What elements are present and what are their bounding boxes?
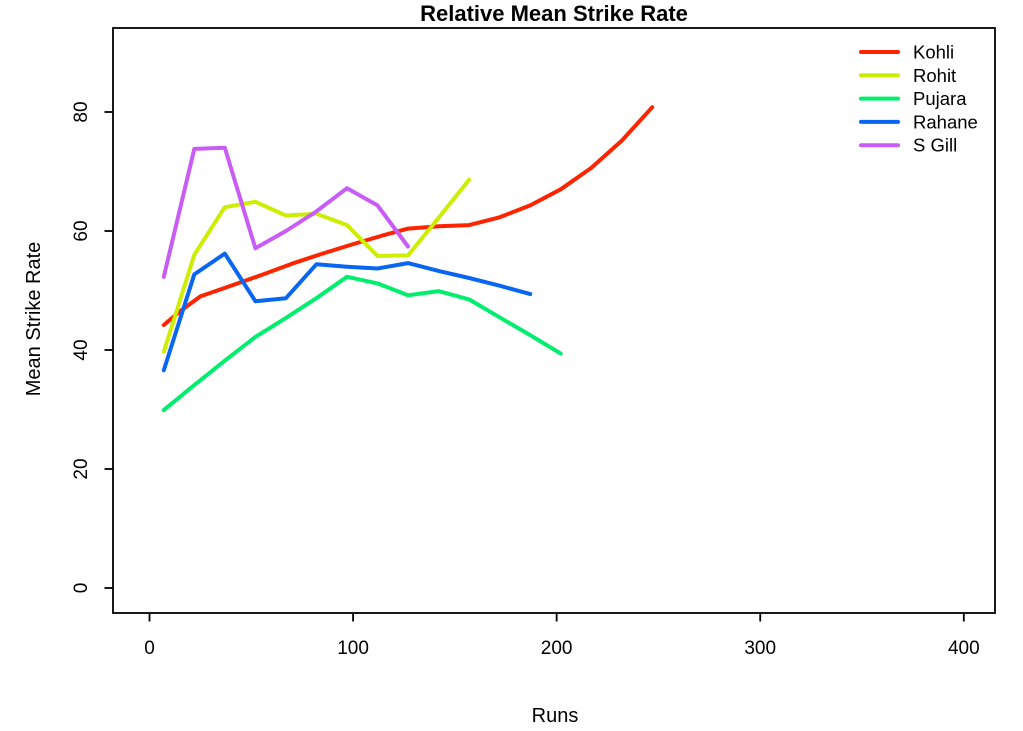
y-tick-label: 0 xyxy=(71,583,92,594)
y-axis-label: Mean Strike Rate xyxy=(23,242,45,397)
y-tick-label: 60 xyxy=(71,220,92,241)
chart-title: Relative Mean Strike Rate xyxy=(420,1,688,26)
y-axis-ticks: 0 20 40 60 80 xyxy=(71,101,113,593)
y-tick-label: 80 xyxy=(71,101,92,122)
legend-label-kohli: Kohli xyxy=(913,42,954,63)
series-line-kohli xyxy=(161,105,655,327)
plot-frame xyxy=(112,27,996,614)
x-tick-label: 0 xyxy=(144,638,155,659)
x-tick-label: 100 xyxy=(337,638,369,659)
x-axis-ticks: 0 100 200 300 400 xyxy=(144,613,980,659)
series-line-pujara xyxy=(161,274,563,413)
series-line-rahane xyxy=(161,251,533,373)
x-tick-label: 200 xyxy=(541,638,573,659)
legend-label-rohit: Rohit xyxy=(913,65,956,86)
x-tick-label: 300 xyxy=(744,638,776,659)
series-lines xyxy=(161,105,655,413)
legend-label-pujara: Pujara xyxy=(913,88,967,109)
series-line-s-gill xyxy=(161,145,410,279)
legend-label-s-gill: S Gill xyxy=(913,135,957,156)
y-tick-label: 40 xyxy=(71,339,92,360)
legend-label-rahane: Rahane xyxy=(913,111,978,132)
x-tick-label: 400 xyxy=(948,638,980,659)
y-tick-label: 20 xyxy=(71,458,92,479)
x-axis-label: Runs xyxy=(532,705,579,727)
